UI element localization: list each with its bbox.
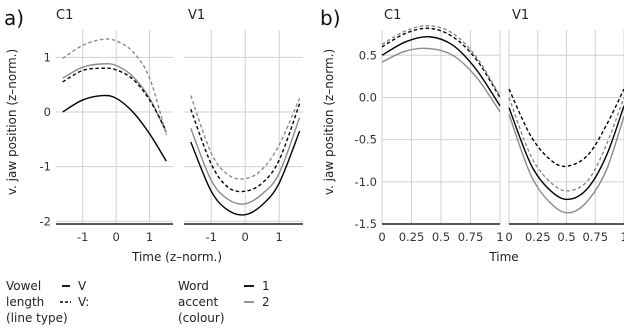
facet-title-a-c1: C1	[56, 8, 73, 23]
y-axis-title-a: v. jaw position (z–norm.)	[5, 49, 19, 195]
legend-word-accent: Word accent (colour) 1 2	[178, 279, 270, 325]
x-tick-label: 0.25	[399, 230, 425, 244]
x-tick-label: 0.75	[458, 230, 484, 244]
y-axis-title-b: v. jaw position (z–norm.)	[322, 49, 336, 195]
legend-vowel-title-3: (line type)	[6, 311, 68, 325]
x-tick-label: -1	[77, 230, 88, 244]
series-line-accent2-short	[508, 114, 624, 214]
series-line-accent1-short	[381, 35, 501, 107]
series-line-accent2-short	[190, 117, 301, 205]
y-tick-label: -2	[40, 214, 51, 228]
panel-label-b: b)	[320, 6, 341, 30]
series-line-accent1-long	[508, 88, 624, 168]
y-tick-label: -1.0	[355, 175, 377, 189]
series-line-accent1-short	[508, 105, 624, 201]
series-line-accent1-long	[62, 67, 167, 132]
legend-vowel-item-1: V	[78, 279, 87, 293]
x-axis-title-b: Time	[488, 250, 518, 264]
facet-title-a-v1: V1	[188, 8, 205, 23]
facet-title-b-v1: V1	[512, 8, 529, 23]
series-line-accent2-long	[381, 25, 501, 97]
x-tick-label: 1	[276, 230, 283, 244]
legend-vowel-title-2: length	[6, 295, 44, 309]
series-line-accent1-short	[62, 94, 167, 162]
legend-vowel-length: Vowel length (line type) V V:	[6, 279, 89, 325]
series-line-accent2-long	[62, 38, 167, 136]
x-tick-label: 0.5	[557, 230, 575, 244]
panel-label-a: a)	[4, 6, 24, 30]
legend-accent-item-1: 1	[262, 279, 270, 293]
series-line-accent2-short	[62, 63, 167, 134]
y-tick-label: 0.5	[359, 48, 377, 62]
x-tick-label: 0	[505, 230, 512, 244]
x-tick-label: 0.25	[525, 230, 551, 244]
legend-accent-title-3: (colour)	[178, 311, 225, 325]
x-tick-label: 0.5	[432, 230, 450, 244]
plot-panel-3: -1.5 -1.0 -0.5 0.0 0.5 0 0.25 0.5 0.75 1	[355, 25, 504, 244]
plot-panel-4: 0 0.25 0.5 0.75 1	[505, 30, 624, 244]
x-tick-label: 1	[496, 230, 503, 244]
x-tick-label: 0	[242, 230, 249, 244]
y-tick-label: 0	[44, 105, 51, 119]
y-tick-label: -1.5	[355, 217, 377, 231]
x-tick-label: 1	[620, 230, 624, 244]
series-line-accent1-short	[190, 130, 301, 216]
x-tick-label: 0	[113, 230, 120, 244]
x-axis-title-a: Time (z–norm.)	[131, 250, 222, 264]
legend-accent-item-2: 2	[262, 295, 270, 309]
y-tick-label: -1	[40, 160, 51, 174]
y-tick-label: 0.0	[359, 90, 377, 104]
y-tick-label: -0.5	[355, 133, 377, 147]
legend-accent-title-1: Word	[178, 279, 209, 293]
x-tick-label: 0.75	[582, 230, 608, 244]
series-line-accent2-long	[190, 95, 301, 180]
plot-panel-2: -1 0 1	[184, 30, 303, 244]
y-tick-label: 1	[44, 50, 51, 64]
legend-vowel-title-1: Vowel	[6, 279, 41, 293]
x-tick-label: 1	[146, 230, 153, 244]
facet-title-b-c1: C1	[384, 8, 401, 23]
plot-panel-1: -2 -1 0 1 -1 0 1	[40, 30, 173, 244]
series-line-accent2-short	[381, 47, 501, 113]
x-tick-label: -1	[205, 230, 216, 244]
x-tick-label: 0	[378, 230, 385, 244]
legend-vowel-item-2: V:	[78, 295, 89, 309]
series-line-accent1-long	[381, 27, 501, 98]
legend-accent-title-2: accent	[178, 295, 219, 309]
